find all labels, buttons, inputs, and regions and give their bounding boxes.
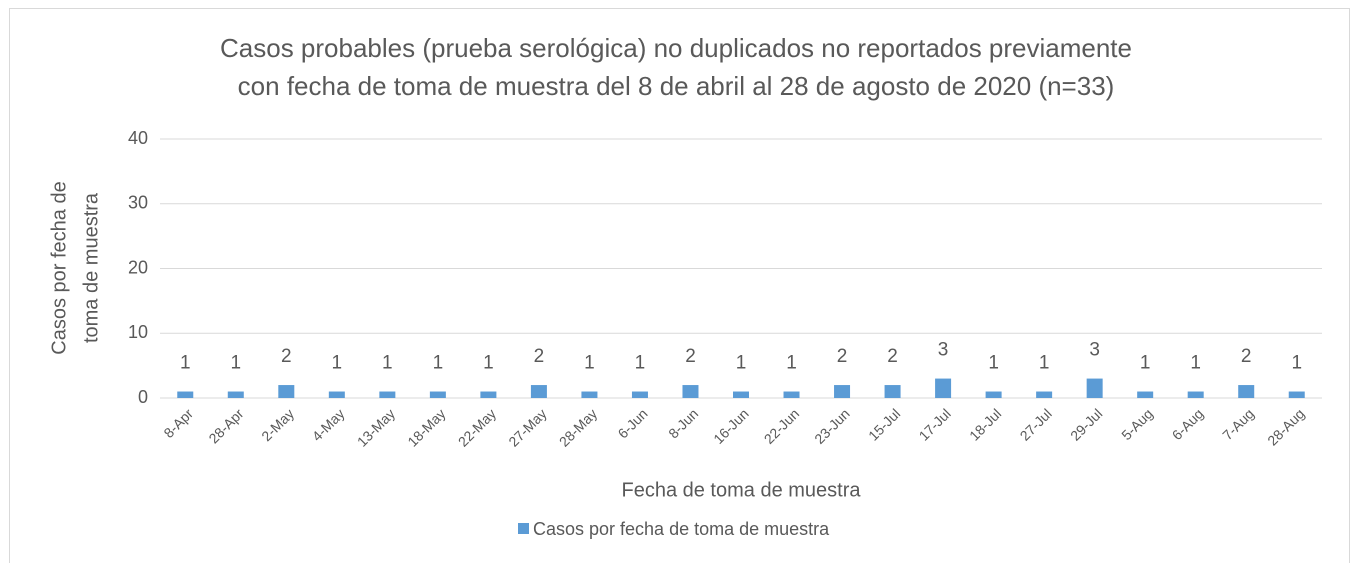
y-axis-title: Casos por fecha de	[48, 181, 70, 354]
bar	[328, 391, 345, 398]
bar	[1137, 391, 1154, 398]
bar	[227, 391, 244, 398]
bar	[1238, 385, 1255, 398]
y-tick-label: 10	[128, 322, 148, 342]
y-tick-label: 20	[128, 257, 148, 277]
bar	[278, 385, 295, 398]
data-label: 1	[180, 353, 191, 374]
data-label: 1	[736, 353, 747, 374]
y-tick-label: 0	[138, 387, 148, 407]
data-label: 2	[685, 346, 696, 367]
data-label: 3	[1089, 340, 1100, 361]
y-axis-title: toma de muestra	[80, 192, 102, 343]
bar	[682, 385, 699, 398]
bar	[429, 391, 446, 398]
data-label: 1	[1291, 353, 1302, 374]
bar	[1036, 391, 1053, 398]
bar	[834, 385, 851, 398]
data-label: 1	[584, 353, 595, 374]
bar	[379, 391, 396, 398]
data-label: 1	[1190, 353, 1201, 374]
bar	[631, 391, 648, 398]
legend-label: Casos por fecha de toma de muestra	[533, 519, 830, 539]
bar	[177, 391, 194, 398]
bar	[985, 391, 1002, 398]
y-tick-label: 40	[128, 128, 148, 148]
chart-border	[9, 8, 1350, 563]
bar	[1288, 391, 1305, 398]
bar	[733, 391, 749, 398]
data-label: 1	[1039, 353, 1050, 374]
bar	[1187, 391, 1204, 398]
data-label: 2	[281, 346, 292, 367]
bar	[884, 385, 901, 398]
data-label: 1	[433, 353, 444, 374]
data-label: 2	[1241, 346, 1252, 367]
data-label: 2	[837, 346, 848, 367]
bar	[581, 391, 598, 398]
y-tick-label: 30	[128, 193, 148, 213]
x-axis-title: Fecha de toma de muestra	[621, 479, 861, 501]
chart-title: Casos probables (prueba serológica) no d…	[220, 33, 1132, 63]
bar	[1086, 378, 1103, 398]
data-label: 1	[382, 353, 393, 374]
chart-title: con fecha de toma de muestra del 8 de ab…	[238, 71, 1115, 101]
data-label: 1	[786, 353, 797, 374]
data-label: 3	[938, 340, 949, 361]
legend-swatch	[518, 523, 529, 534]
data-label: 1	[988, 353, 999, 374]
bar	[783, 391, 800, 398]
data-label: 1	[230, 353, 241, 374]
data-label: 1	[332, 353, 343, 374]
data-label: 1	[483, 353, 494, 374]
data-label: 1	[635, 353, 646, 374]
data-label: 2	[534, 346, 545, 367]
data-label: 1	[1140, 353, 1151, 374]
bar	[935, 378, 952, 398]
bar	[530, 385, 547, 398]
bar	[480, 391, 497, 398]
data-label: 2	[887, 346, 898, 367]
